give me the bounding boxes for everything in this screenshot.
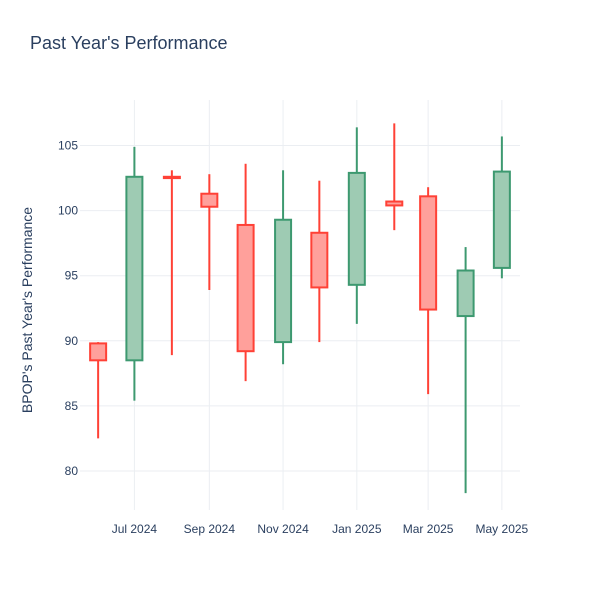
candle-body [200,192,219,208]
candle [125,146,144,401]
candle [89,342,108,439]
candle-body [274,218,293,344]
candle-body [162,175,181,180]
candle [385,123,404,231]
chart-title: Past Year's Performance [30,33,228,53]
y-tick-label: 95 [65,269,79,283]
candle [347,127,366,324]
candle-body [89,342,108,362]
candle-body [236,223,255,353]
candle [310,180,329,343]
x-tick-label: May 2025 [476,522,529,536]
candle [274,170,293,365]
candle [419,187,438,395]
x-tick-label: Nov 2024 [257,522,309,536]
candle-layer [89,123,511,494]
candle [200,174,219,291]
x-tick-label: Jul 2024 [112,522,158,536]
candle-body [125,175,144,362]
candle-body [492,170,511,269]
tick-layer: 80 85 90 95 100 105 Jul 2024 Sep 2024 Nov 2024 Ja… [58,139,529,536]
candle-body [347,171,366,286]
x-tick-label: Sep 2024 [184,522,236,536]
y-tick-label: 100 [58,204,78,218]
x-tick-label: Mar 2025 [403,522,454,536]
candle [162,170,181,356]
candle [492,136,511,279]
y-tick-label: 80 [65,464,79,478]
candle [236,163,255,382]
candle-body [310,231,329,289]
grid-layer [80,100,520,510]
candle-body [419,195,438,311]
y-tick-label: 85 [65,399,79,413]
y-tick-label: 90 [65,334,79,348]
candle [456,247,475,494]
candle-body [456,269,475,318]
x-tick-label: Jan 2025 [332,522,382,536]
y-tick-label: 105 [58,139,78,153]
candle-body [385,200,404,207]
